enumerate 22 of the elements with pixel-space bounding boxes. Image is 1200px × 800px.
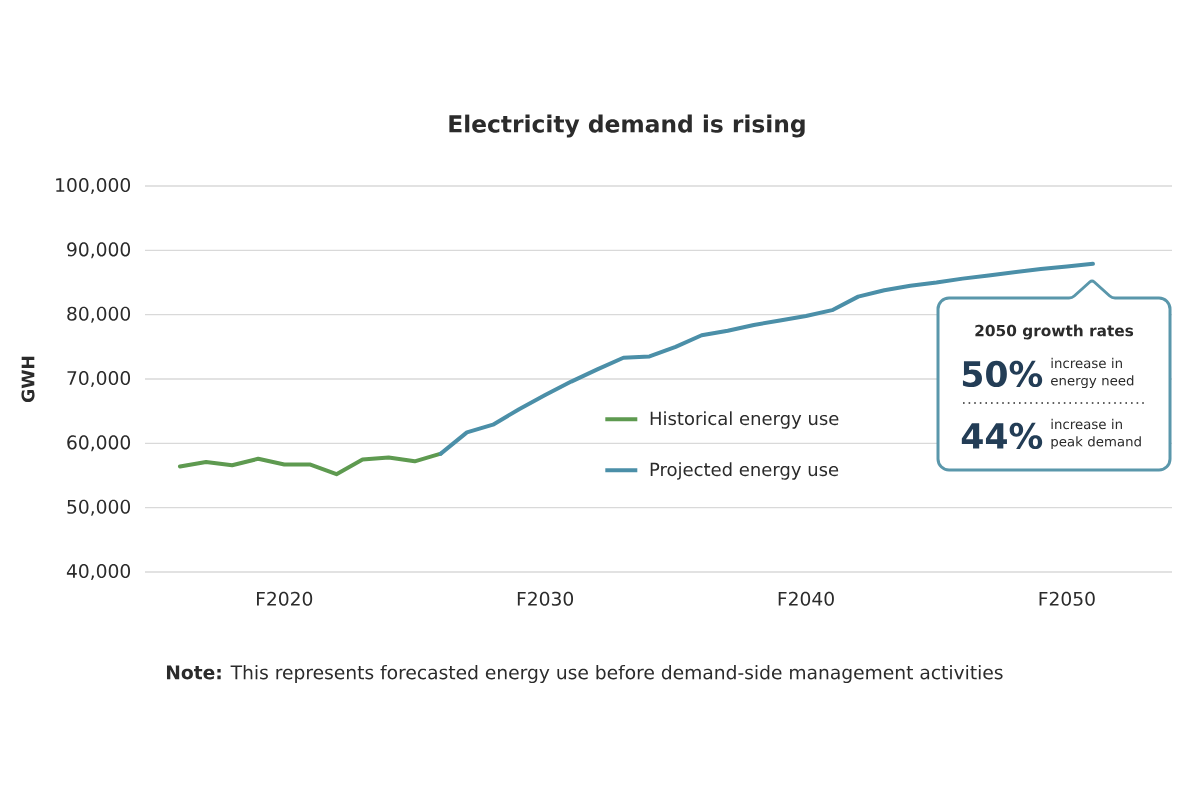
chart-title: Electricity demand is rising <box>449 114 805 138</box>
y-tick-label: 70,000 <box>67 370 131 388</box>
legend-label: Projected energy use <box>650 462 839 480</box>
line-series <box>177 451 443 477</box>
text: Note: This represents forecasted energy use before demand-side management activities <box>166 664 1003 684</box>
y-tick-label: 60,000 <box>67 435 131 452</box>
y-tick-label: 100,000 <box>56 177 131 195</box>
annotation: 50% <box>962 360 1043 388</box>
y-tick-label: 50,000 <box>67 499 131 516</box>
annotation: 44% <box>961 422 1043 450</box>
x-tick-label: F2050 <box>1039 591 1095 606</box>
y-tick-label: 40,000 <box>66 563 131 581</box>
annotation: increase in peak demand <box>1051 418 1141 450</box>
legend-label: Historical energy use <box>650 411 839 429</box>
x-tick-label: F2030 <box>517 591 574 606</box>
annotation: increase in energy need <box>1051 357 1134 389</box>
x-tick-label: F2020 <box>257 591 313 606</box>
y-tick-label: 90,000 <box>67 242 131 259</box>
y-axis-title: GWH <box>21 356 35 403</box>
y-tick-label: 80,000 <box>67 306 131 323</box>
annotation: 2050 growth rates <box>975 324 1134 340</box>
x-tick-label: F2040 <box>778 591 834 606</box>
